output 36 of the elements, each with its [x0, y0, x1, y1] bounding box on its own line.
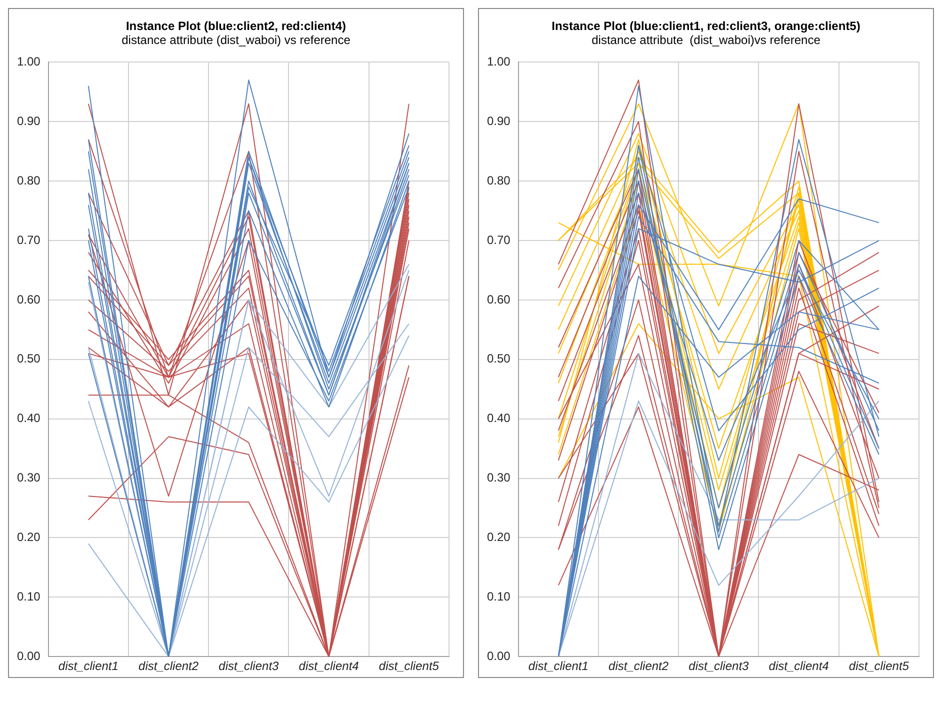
- y-tick-label: 0.40: [486, 411, 511, 426]
- x-tick-label: dist_client5: [378, 659, 440, 674]
- y-tick-label: 0.30: [16, 470, 41, 485]
- x-tick-label: dist_client2: [608, 659, 669, 674]
- y-tick-label: 0.80: [486, 173, 511, 188]
- y-tick-label: 0.70: [16, 232, 41, 247]
- chart-subtitle: distance attribute (dist_waboi)vs reference: [590, 33, 822, 47]
- x-tick-label: dist_client1: [528, 659, 588, 674]
- y-tick-label: 0.60: [16, 292, 41, 306]
- y-tick-label: 0.00: [16, 648, 41, 663]
- y-tick-label: 0.10: [486, 589, 511, 604]
- y-tick-label: 1.00: [16, 54, 41, 69]
- y-tick-label: 0.90: [486, 114, 511, 128]
- y-tick-label: 0.50: [16, 352, 41, 366]
- x-tick-label: dist_client3: [218, 659, 280, 674]
- chart-subtitle: distance attribute (dist_waboi) vs reference: [120, 33, 352, 47]
- y-tick-label: 0.60: [486, 292, 511, 306]
- x-tick-label: dist_client5: [848, 659, 910, 674]
- chart-title: Instance Plot (blue:client2, red:client4): [124, 19, 348, 33]
- x-tick-label: dist_client1: [58, 659, 118, 674]
- x-tick-label: dist_client3: [688, 659, 750, 674]
- y-tick-label: 1.00: [486, 54, 511, 69]
- y-tick-label: 0.30: [486, 470, 511, 485]
- y-tick-label: 0.20: [486, 530, 511, 544]
- x-tick-label: dist_client4: [768, 659, 830, 674]
- y-tick-label: 0.20: [16, 530, 41, 544]
- y-tick-label: 0.70: [486, 232, 511, 247]
- y-tick-label: 0.80: [16, 173, 41, 188]
- y-tick-label: 0.90: [16, 114, 41, 128]
- x-tick-label: dist_client2: [138, 659, 199, 674]
- chart-title: Instance Plot (blue:client1, red:client3, orange:client5): [550, 19, 862, 33]
- y-tick-label: 0.40: [16, 411, 41, 426]
- y-tick-label: 0.50: [486, 352, 511, 366]
- y-tick-label: 0.00: [486, 648, 511, 663]
- x-tick-label: dist_client4: [298, 659, 360, 674]
- y-tick-label: 0.10: [16, 589, 41, 604]
